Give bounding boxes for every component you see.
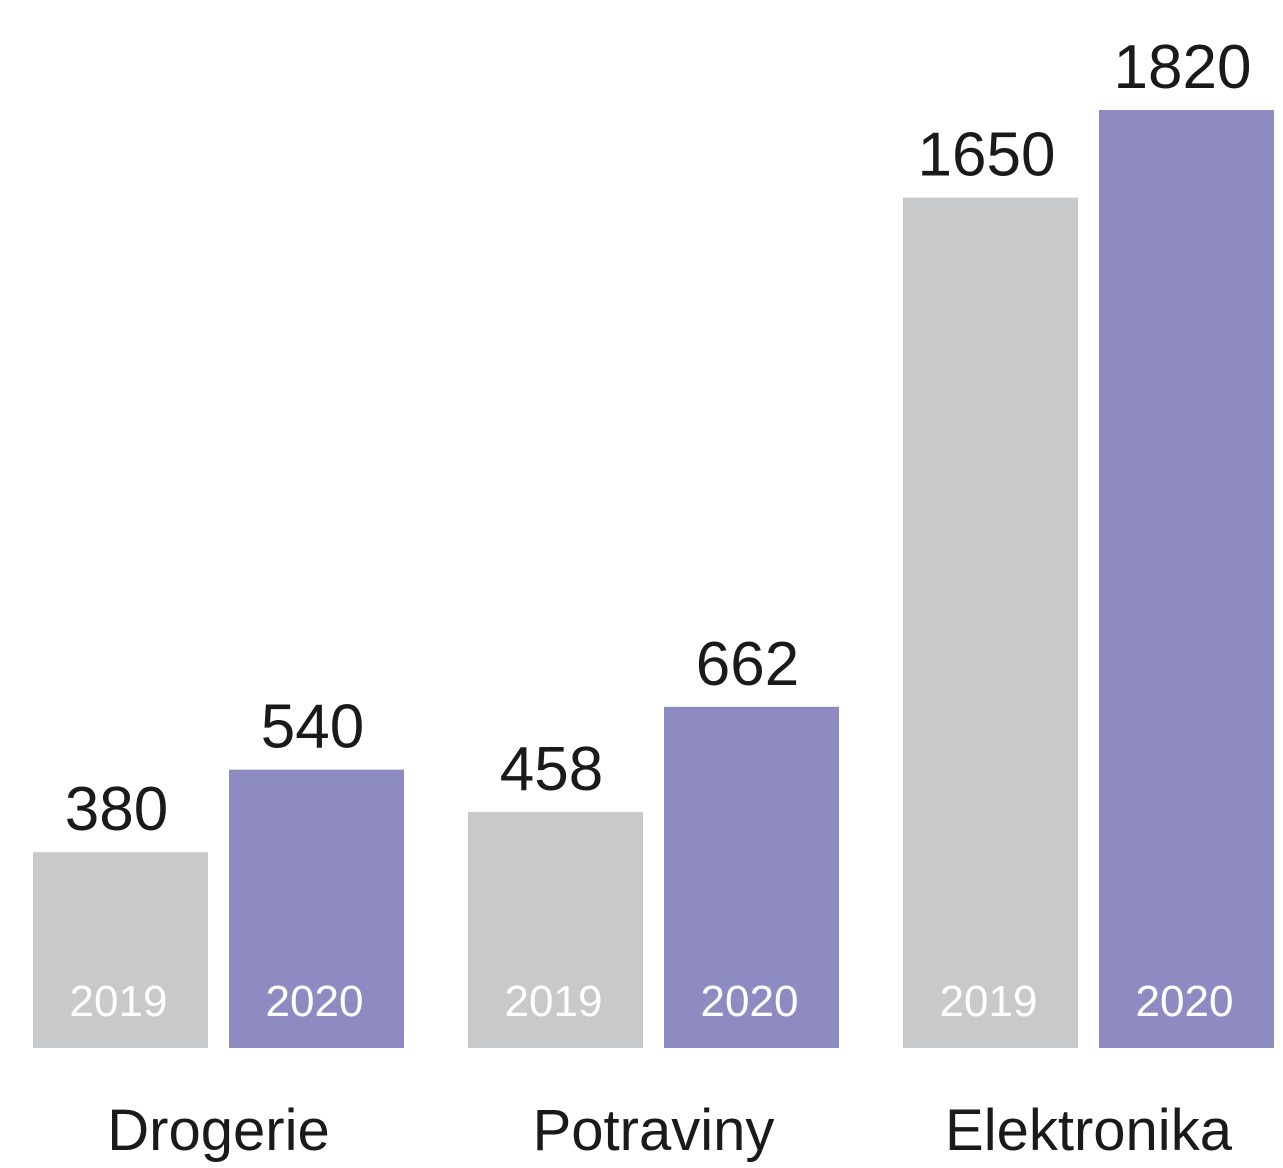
series-label: 2020 <box>701 977 799 1026</box>
value-label: 458 <box>500 735 603 804</box>
series-label: 2020 <box>266 977 364 1026</box>
category-label: Potraviny <box>533 1098 775 1163</box>
series-label: 2020 <box>1136 977 1234 1026</box>
series-label: 2019 <box>70 977 168 1026</box>
bar <box>664 706 839 1048</box>
series-label: 2019 <box>505 977 603 1026</box>
value-label: 1820 <box>1114 33 1252 102</box>
series-label: 2019 <box>940 977 1038 1026</box>
bar <box>468 811 643 1048</box>
bar <box>229 769 404 1048</box>
bar <box>903 197 1078 1049</box>
value-label: 1650 <box>918 121 1056 190</box>
value-label: 662 <box>696 630 799 699</box>
bar <box>33 852 208 1048</box>
value-label: 540 <box>261 693 364 762</box>
category-label: Elektronika <box>945 1098 1233 1163</box>
category-label: Drogerie <box>107 1098 329 1163</box>
bar <box>1099 110 1274 1048</box>
value-label: 380 <box>65 775 168 844</box>
